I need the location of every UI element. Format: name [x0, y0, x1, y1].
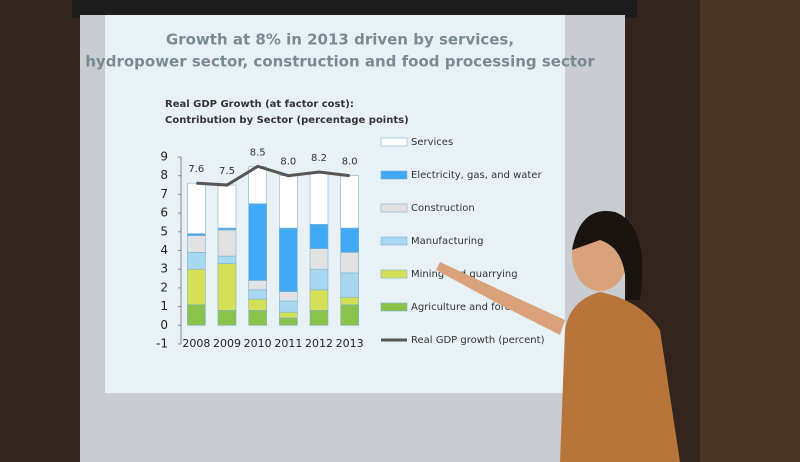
y-tick-label: 9	[160, 150, 168, 164]
legend-label: Agriculture and forestry	[411, 302, 530, 313]
bar-segment	[279, 311, 298, 319]
bar-segment	[340, 227, 359, 253]
bar-segment	[309, 310, 329, 326]
x-tick-label: 2012	[305, 337, 333, 350]
legend-swatch	[380, 137, 408, 147]
bar-segment	[217, 184, 237, 229]
data-label: 8.2	[311, 153, 327, 164]
bar-segment	[187, 304, 206, 326]
bar-segment	[340, 304, 359, 326]
bar-segment	[217, 255, 237, 264]
bar-segment	[340, 252, 359, 274]
data-label: 7.5	[219, 166, 235, 177]
chart-subtitle: Contribution by Sector (percentage point…	[165, 115, 409, 126]
legend-swatch	[380, 269, 408, 279]
x-tick-label: 2011	[274, 337, 302, 350]
bar-segment	[309, 248, 329, 270]
bar-segment	[279, 300, 298, 313]
bar-segment	[340, 296, 359, 306]
bar-segment	[248, 310, 267, 326]
bar-segment	[279, 317, 298, 326]
bar-segment	[187, 252, 206, 270]
legend-label: Construction	[411, 203, 475, 214]
presenter-body	[560, 292, 680, 462]
data-label: 8.0	[342, 157, 358, 168]
bar-segment	[217, 229, 237, 257]
y-tick-label: 1	[160, 299, 168, 313]
data-label: 8.0	[280, 157, 296, 168]
bar-segment	[309, 289, 329, 311]
bar-segment	[248, 166, 267, 205]
bar-segment	[279, 291, 298, 302]
data-label: 8.5	[250, 147, 266, 158]
y-tick-label: -1	[156, 337, 168, 351]
y-tick-label: 0	[160, 318, 168, 332]
bar-segment	[217, 310, 237, 326]
bar-segment	[340, 272, 359, 298]
y-tick-label: 8	[160, 168, 168, 182]
bar-segment	[248, 280, 267, 291]
y-tick-label: 3	[160, 262, 168, 276]
presenter-hair	[572, 211, 643, 300]
slide-title: hydropower sector, construction and food…	[85, 53, 595, 71]
bar-segment	[309, 268, 329, 291]
bar-segment	[187, 182, 206, 234]
bar-segment	[340, 175, 359, 229]
legend-swatch	[380, 170, 408, 180]
chart-subtitle: Real GDP Growth (at factor cost):	[165, 99, 354, 110]
bar-segment	[309, 171, 329, 225]
bar-segment	[279, 175, 298, 229]
presenter-arm	[436, 262, 565, 335]
legend-label: Electricity, gas, and water	[411, 170, 542, 181]
bar-segment	[187, 235, 206, 253]
bar-segment	[248, 298, 267, 311]
y-tick-label: 7	[160, 187, 168, 201]
bar-segment	[279, 227, 298, 292]
bar-segment	[248, 289, 267, 300]
projector-frame	[72, 0, 637, 18]
y-tick-label: 4	[160, 243, 168, 257]
legend-swatch	[380, 203, 408, 213]
y-tick-label: 6	[160, 206, 168, 220]
legend-label: Services	[411, 137, 453, 148]
bar-segment	[217, 263, 237, 311]
bar-segment	[309, 224, 329, 249]
legend-label: Manufacturing	[411, 236, 483, 247]
y-tick-label: 5	[160, 224, 168, 238]
x-tick-label: 2010	[244, 337, 272, 350]
x-tick-label: 2008	[182, 337, 210, 350]
bar-segment	[187, 268, 206, 306]
legend-swatch	[380, 236, 408, 246]
x-tick-label: 2013	[336, 337, 364, 350]
slide-title: Growth at 8% in 2013 driven by services,	[166, 31, 514, 49]
gdp-line	[196, 164, 350, 187]
slide	[105, 15, 565, 393]
bar-segment	[248, 203, 267, 281]
x-tick-label: 2009	[213, 337, 241, 350]
legend-label: Real GDP growth (percent)	[411, 335, 545, 346]
data-label: 7.6	[188, 164, 204, 175]
wood-panel	[700, 0, 800, 462]
y-tick-label: 2	[160, 280, 168, 294]
legend-swatch	[380, 302, 408, 312]
